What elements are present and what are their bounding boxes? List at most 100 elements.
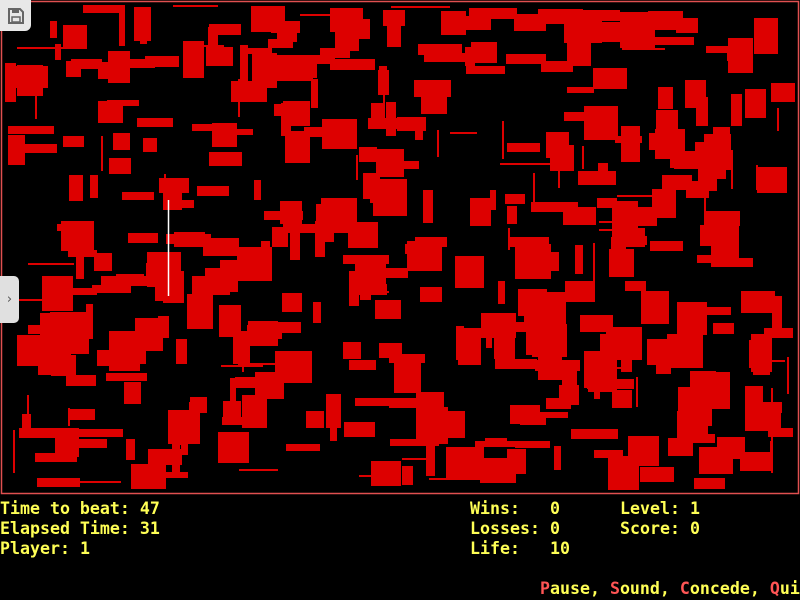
obstacle-block <box>343 255 389 264</box>
obstacle-block <box>304 127 326 137</box>
obstacle-block <box>426 441 435 476</box>
obstacle-block <box>159 178 189 193</box>
obstacle-block <box>526 14 571 24</box>
wins-value: 0 <box>550 499 560 518</box>
obstacle-block <box>19 144 57 153</box>
obstacle-block <box>386 102 396 136</box>
obstacle-block <box>90 175 98 198</box>
obstacle-block <box>5 63 16 102</box>
obstacle-block <box>71 59 102 69</box>
obstacle-block <box>771 83 795 102</box>
obstacle-block <box>617 195 673 197</box>
obstacle-block <box>487 474 512 476</box>
obstacle-block <box>69 288 97 295</box>
player-label: Player: <box>0 539 70 558</box>
obstacle-block <box>622 48 665 50</box>
obstacle-block <box>28 263 74 265</box>
save-button[interactable] <box>0 0 31 31</box>
obstacle-block <box>360 273 371 300</box>
obstacle-block <box>656 357 671 374</box>
obstacle-block <box>594 450 623 458</box>
obstacle-block <box>697 255 721 263</box>
obstacle-block <box>17 335 42 362</box>
obstacle-block <box>66 375 96 386</box>
obstacle-block <box>640 467 674 482</box>
obstacle-block <box>42 276 73 311</box>
obstacle-block <box>415 237 447 247</box>
obstacle-block <box>770 441 772 465</box>
obstacle-block <box>94 253 112 271</box>
obstacle-block <box>498 281 505 304</box>
obstacle-block <box>203 238 239 256</box>
obstacle-block <box>584 106 618 140</box>
obstacle-block <box>437 130 439 157</box>
obstacle-block <box>11 66 48 88</box>
obstacle-block <box>320 48 350 58</box>
obstacle-block <box>35 453 77 462</box>
obstacle-block <box>486 329 492 348</box>
obstacle-block <box>648 11 683 30</box>
pause-command[interactable]: Pause <box>540 579 590 598</box>
obstacle-block <box>580 315 613 332</box>
obstacle-block <box>239 469 278 471</box>
obstacle-block <box>772 301 781 321</box>
obstacle-block <box>219 305 241 337</box>
obstacle-block <box>593 68 627 89</box>
obstacle-block <box>471 42 497 63</box>
obstacle-block <box>418 44 462 55</box>
obstacle-block <box>255 372 284 399</box>
obstacle-block <box>176 423 185 445</box>
obstacle-block <box>315 221 325 257</box>
obstacle-block <box>758 360 785 362</box>
elapsed-time: Elapsed Time: 31 <box>0 519 160 539</box>
obstacle-block <box>349 360 376 370</box>
obstacle-block <box>753 341 770 375</box>
obstacle-block <box>233 331 250 364</box>
obstacle-block <box>500 163 557 165</box>
concede-command[interactable]: Concede <box>680 579 750 598</box>
obstacle-block <box>183 41 204 78</box>
obstacle-block <box>230 378 236 410</box>
obstacle-block <box>508 228 510 250</box>
obstacle-block <box>450 132 477 134</box>
obstacle-block <box>711 258 753 267</box>
obstacle-block <box>106 373 147 381</box>
obstacle-block <box>507 449 526 474</box>
obstacle-block <box>212 123 237 147</box>
player-value: 1 <box>79 539 90 558</box>
obstacle-block <box>628 436 659 466</box>
level-label: Level: <box>620 499 680 518</box>
obstacle-block <box>383 10 405 26</box>
obstacle-block <box>524 311 544 326</box>
obstacle-block <box>731 94 742 126</box>
command-label: oncede <box>689 579 750 598</box>
level-value: 1 <box>689 499 700 518</box>
obstacle-block <box>204 236 206 254</box>
obstacle-block <box>506 54 546 64</box>
obstacle-block <box>322 119 357 149</box>
obstacle-block <box>711 222 739 259</box>
obstacle-block <box>355 398 389 406</box>
obstacle-block <box>621 349 632 372</box>
obstacle-block <box>414 80 451 97</box>
obstacle-block <box>306 411 324 428</box>
level: Level: 1 <box>620 499 700 519</box>
obstacle-block <box>754 18 778 54</box>
sound-command[interactable]: Sound <box>610 579 660 598</box>
obstacle-block <box>76 256 84 279</box>
obstacle-block <box>158 316 169 338</box>
side-panel-toggle[interactable]: › <box>0 276 19 323</box>
obstacle-block <box>505 194 525 204</box>
obstacle-block <box>223 401 241 418</box>
obstacle-block <box>636 377 638 407</box>
quit-command[interactable]: Quit <box>770 579 800 598</box>
obstacle-block <box>618 236 647 245</box>
obstacle-block <box>35 83 37 119</box>
obstacle-block <box>662 175 692 190</box>
obstacle-block <box>559 385 579 405</box>
obstacle-block <box>455 256 484 288</box>
obstacle-block <box>578 171 616 185</box>
obstacle-block <box>242 351 244 372</box>
obstacle-block <box>704 194 706 227</box>
floppy-disk-icon <box>7 7 24 24</box>
